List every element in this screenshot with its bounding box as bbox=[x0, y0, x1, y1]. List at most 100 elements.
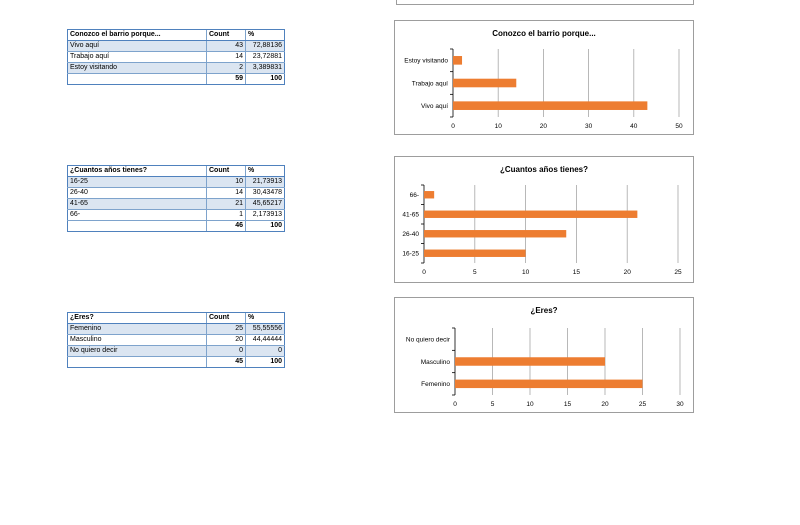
row-label: 16-25 bbox=[67, 176, 207, 188]
x-tick-label: 0 bbox=[453, 401, 457, 408]
table-cuantos-anos: ¿Cuantos años tienes? Count % 16-25 10 2… bbox=[67, 165, 285, 232]
chart-title: Conozco el barrio porque... bbox=[492, 29, 596, 38]
row-percent: 2,173913 bbox=[245, 209, 285, 221]
table-eres: ¿Eres? Count % Femenino 25 55,55556 Masc… bbox=[67, 312, 285, 368]
row-count: 14 bbox=[206, 51, 246, 63]
x-tick-label: 10 bbox=[526, 401, 534, 408]
bar bbox=[453, 56, 463, 65]
table-row: 41-65 21 45,65217 bbox=[67, 198, 285, 210]
y-category-label: 66- bbox=[410, 192, 419, 199]
row-percent: 3,389831 bbox=[245, 62, 285, 74]
row-count: 25 bbox=[206, 323, 246, 335]
bar bbox=[455, 379, 643, 389]
header-count: Count bbox=[206, 165, 246, 177]
y-category-label: 41-65 bbox=[402, 212, 419, 219]
row-count: 0 bbox=[206, 345, 246, 357]
total-percent: 100 bbox=[245, 220, 285, 232]
bar bbox=[424, 249, 526, 257]
row-label: No quiero decir bbox=[67, 345, 207, 357]
row-label: 41-65 bbox=[67, 198, 207, 210]
header-count: Count bbox=[206, 312, 246, 324]
header-count: Count bbox=[206, 29, 246, 41]
x-tick-label: 20 bbox=[540, 123, 548, 130]
row-percent: 55,55556 bbox=[245, 323, 285, 335]
table-header-row: ¿Cuantos años tienes? Count % bbox=[67, 165, 285, 177]
row-percent: 72,88136 bbox=[245, 40, 285, 52]
total-label bbox=[67, 220, 207, 232]
row-percent: 23,72881 bbox=[245, 51, 285, 63]
table-row: Trabajo aquí 14 23,72881 bbox=[67, 51, 285, 63]
row-count: 20 bbox=[206, 334, 246, 346]
x-tick-label: 25 bbox=[639, 401, 647, 408]
bar bbox=[455, 357, 605, 366]
bar bbox=[453, 101, 648, 110]
bar bbox=[453, 78, 517, 88]
row-percent: 44,44444 bbox=[245, 334, 285, 346]
row-label: Trabajo aquí bbox=[67, 51, 207, 63]
header-percent: % bbox=[245, 165, 285, 177]
x-tick-label: 30 bbox=[676, 401, 684, 408]
header-question: ¿Cuantos años tienes? bbox=[67, 165, 207, 177]
row-label: Masculino bbox=[67, 334, 207, 346]
row-label: Estoy visitando bbox=[67, 62, 207, 74]
table-row: Estoy visitando 2 3,389831 bbox=[67, 62, 285, 74]
table-row: 16-25 10 21,73913 bbox=[67, 176, 285, 188]
x-tick-label: 10 bbox=[495, 123, 503, 130]
x-tick-label: 20 bbox=[601, 401, 609, 408]
header-question: Conozco el barrio porque... bbox=[67, 29, 207, 41]
y-category-label: Trabajo aquí bbox=[412, 80, 448, 87]
chart-conozco-barrio-svg: Conozco el barrio porque... 0 10 20 30 40 50 Vi… bbox=[404, 29, 683, 130]
table-row: 26-40 14 30,43478 bbox=[67, 187, 285, 199]
x-tick-label: 0 bbox=[422, 269, 426, 276]
table-total-row: 46 100 bbox=[67, 220, 285, 232]
x-tick-label: 0 bbox=[451, 123, 455, 130]
y-category-label: Vivo aquí bbox=[421, 103, 448, 110]
row-count: 43 bbox=[206, 40, 246, 52]
total-count: 46 bbox=[206, 220, 246, 232]
row-percent: 45,65217 bbox=[245, 198, 285, 210]
header-percent: % bbox=[245, 29, 285, 41]
row-label: Femenino bbox=[67, 323, 207, 335]
x-tick-label: 5 bbox=[491, 401, 495, 408]
y-category-label: 16-25 bbox=[402, 251, 419, 258]
table-row: 66- 1 2,173913 bbox=[67, 209, 285, 221]
row-count: 10 bbox=[206, 176, 246, 188]
total-label bbox=[67, 73, 207, 85]
table-row: No quiero decir 0 0 bbox=[67, 345, 285, 357]
row-count: 14 bbox=[206, 187, 246, 199]
row-percent: 0 bbox=[245, 345, 285, 357]
chart-cuantos-anos: ¿Cuantos años tienes? 0 5 10 15 20 25 16-25 26-4… bbox=[394, 156, 694, 283]
total-percent: 100 bbox=[245, 73, 285, 85]
header-question: ¿Eres? bbox=[67, 312, 207, 324]
previous-chart-frame bbox=[396, 0, 694, 5]
x-tick-label: 10 bbox=[522, 269, 530, 276]
header-percent: % bbox=[245, 312, 285, 324]
chart-eres-svg: ¿Eres? 0 5 10 15 20 25 30 Femenino Masculino No qu… bbox=[406, 306, 684, 408]
chart-title: ¿Cuantos años tienes? bbox=[500, 165, 588, 174]
x-tick-label: 5 bbox=[473, 269, 477, 276]
y-category-label: Masculino bbox=[421, 359, 451, 366]
row-label: 66- bbox=[67, 209, 207, 221]
row-percent: 30,43478 bbox=[245, 187, 285, 199]
table-header-row: ¿Eres? Count % bbox=[67, 312, 285, 324]
chart-title: ¿Eres? bbox=[530, 306, 557, 315]
table-total-row: 59 100 bbox=[67, 73, 285, 85]
x-tick-label: 30 bbox=[585, 123, 593, 130]
total-percent: 100 bbox=[245, 356, 285, 368]
total-label bbox=[67, 356, 207, 368]
y-category-label: Estoy visitando bbox=[404, 58, 448, 65]
x-tick-label: 25 bbox=[674, 269, 682, 276]
x-tick-label: 20 bbox=[624, 269, 632, 276]
row-count: 21 bbox=[206, 198, 246, 210]
chart-conozco-barrio: Conozco el barrio porque... 0 10 20 30 40 50 Vi… bbox=[394, 20, 694, 135]
table-row: Masculino 20 44,44444 bbox=[67, 334, 285, 346]
x-tick-label: 40 bbox=[630, 123, 638, 130]
chart-eres: ¿Eres? 0 5 10 15 20 25 30 Femenino Masculino No qu… bbox=[394, 297, 694, 413]
total-count: 59 bbox=[206, 73, 246, 85]
row-count: 2 bbox=[206, 62, 246, 74]
x-tick-label: 15 bbox=[564, 401, 572, 408]
table-row: Femenino 25 55,55556 bbox=[67, 323, 285, 335]
table-total-row: 45 100 bbox=[67, 356, 285, 368]
bar bbox=[424, 230, 567, 238]
table-header-row: Conozco el barrio porque... Count % bbox=[67, 29, 285, 41]
